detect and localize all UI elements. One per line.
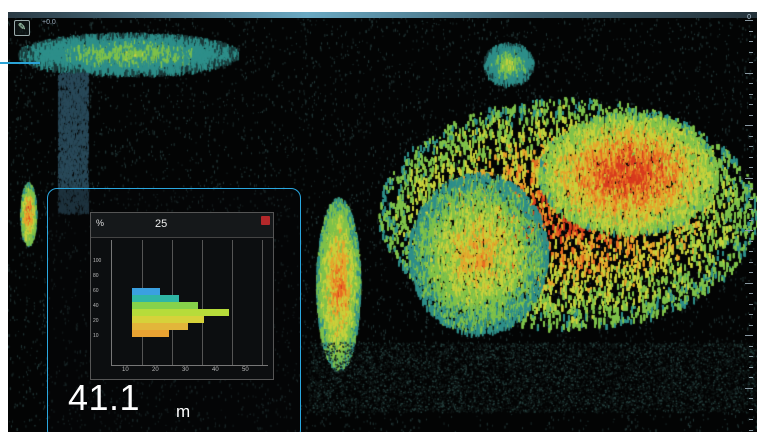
histogram-bar (132, 288, 161, 295)
scale-tick (749, 104, 753, 105)
histogram-y-tick: 10 (93, 333, 99, 339)
scale-tick (749, 146, 753, 147)
histogram-x-tick: 10 (122, 367, 129, 373)
scale-tick (745, 20, 753, 21)
histogram-bar (132, 323, 189, 330)
scale-tick (749, 114, 753, 116)
accent-line (0, 62, 40, 64)
histogram-grid-line (202, 240, 203, 365)
scale-tick (745, 125, 753, 126)
scale-tick (749, 366, 753, 368)
close-icon[interactable] (261, 216, 270, 225)
histogram-bar (132, 309, 229, 316)
histogram-plot (111, 240, 268, 366)
histogram-bar (132, 295, 179, 302)
histogram-bar (132, 330, 170, 337)
scale-tick (749, 303, 753, 305)
scale-tick (749, 30, 753, 32)
scale-tick (749, 324, 753, 326)
gain-label: +0.0 (42, 19, 56, 26)
range-start-label: 0 (747, 14, 751, 21)
scale-tick (749, 419, 753, 420)
scale-tick (749, 135, 753, 137)
scale-tick (749, 314, 753, 315)
scale-tick (749, 345, 753, 347)
fish-size-histogram[interactable]: % 25 10 20 30 40 50 100 80 60 40 20 10 (90, 212, 274, 380)
histogram-x-tick: 20 (152, 367, 159, 373)
scale-tick (749, 93, 753, 95)
scale-tick (749, 429, 753, 431)
histogram-y-tick: 80 (93, 273, 99, 279)
scale-tick (749, 41, 753, 42)
depth-readout-value: 41.1 (68, 377, 141, 418)
scale-tick (749, 188, 753, 189)
histogram-x-tick: 30 (182, 367, 189, 373)
scale-tick (745, 72, 753, 74)
scale-tick (749, 398, 753, 399)
scale-tick (745, 230, 753, 231)
scale-tick (749, 261, 753, 263)
scale-tick (749, 62, 753, 63)
scale-tick (749, 219, 753, 221)
scale-tick (749, 51, 753, 53)
depth-readout-unit: m (176, 402, 191, 421)
histogram-unit-label: % (96, 218, 105, 228)
histogram-bar (132, 302, 198, 309)
scale-tick (749, 83, 753, 84)
scale-tick (749, 209, 753, 210)
scale-tick (745, 282, 753, 284)
histogram-x-tick: 50 (242, 367, 249, 373)
scale-tick (749, 251, 753, 252)
histogram-grid-line (232, 240, 233, 365)
depth-scale (743, 20, 753, 431)
scale-tick (749, 198, 753, 200)
scale-tick (749, 356, 753, 357)
histogram-bar (132, 316, 204, 323)
histogram-grid-line (262, 240, 263, 365)
top-toolbar (8, 12, 757, 18)
scale-tick (749, 240, 753, 242)
histogram-header: % 25 (91, 213, 273, 238)
scale-tick (749, 167, 753, 168)
edit-icon[interactable]: ✎ (14, 20, 30, 36)
scale-tick (749, 272, 753, 273)
histogram-x-tick: 40 (212, 367, 219, 373)
histogram-y-tick: 60 (93, 288, 99, 294)
scale-tick (745, 387, 753, 389)
histogram-y-tick: 40 (93, 303, 99, 309)
histogram-value: 25 (155, 218, 168, 230)
scale-tick (745, 335, 753, 336)
histogram-y-tick: 20 (93, 318, 99, 324)
histogram-y-tick: 100 (93, 258, 102, 264)
scale-tick (749, 156, 753, 158)
scale-tick (749, 293, 753, 294)
scale-tick (745, 177, 753, 179)
scale-tick (749, 377, 753, 378)
scale-tick (749, 408, 753, 410)
